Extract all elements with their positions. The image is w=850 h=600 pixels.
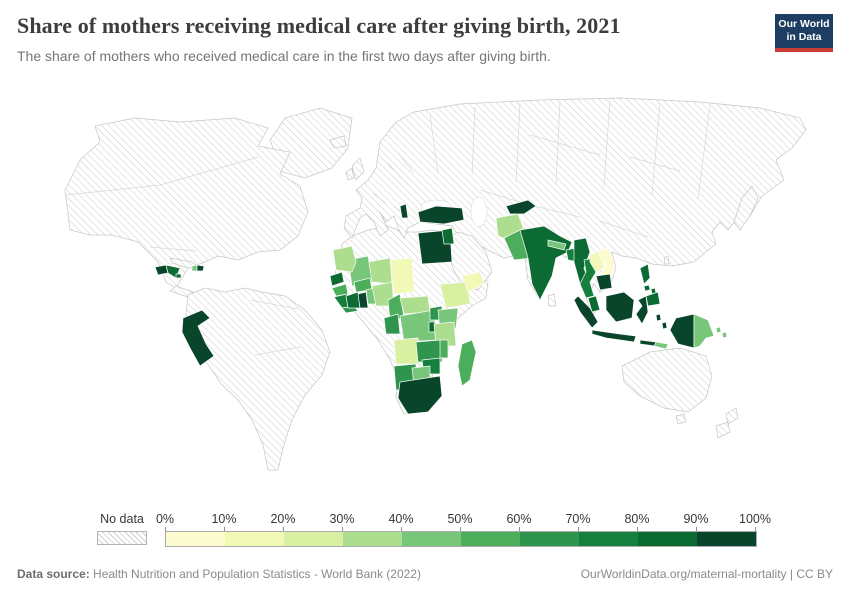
legend-tick-label: 0%: [155, 512, 175, 526]
country-philippines-mindanao[interactable]: Philippines: 80-90%: [645, 291, 661, 307]
legend-bin-swatch[interactable]: [579, 532, 638, 546]
map-legend: No data 0% 10% 20% 30% 40% 50% 60% 70% 80% 90% 100…: [0, 512, 850, 554]
country-ghana[interactable]: Ghana: 90-100%: [357, 291, 369, 309]
legend-no-data-swatch[interactable]: [97, 531, 147, 545]
legend-tick-label: 100%: [739, 512, 771, 526]
landmass-sri-lanka: [547, 293, 557, 307]
country-senegal[interactable]: Senegal: 80-90%: [329, 271, 345, 287]
chart-header: Share of mothers receiving medical care …: [17, 13, 755, 64]
country-jamaica[interactable]: Jamaica: 80-90%: [175, 273, 182, 279]
legend-tick-label: 40%: [388, 512, 414, 526]
credit-link[interactable]: OurWorldinData.org/maternal-mortality | …: [580, 567, 833, 581]
legend-bin-swatch[interactable]: [166, 532, 225, 546]
legend-bin-swatch[interactable]: [461, 532, 520, 546]
owid-logo-line1: Our World: [778, 18, 830, 30]
country-peru[interactable]: Peru: 90-100%: [181, 309, 215, 367]
country-haiti[interactable]: Haiti: 40-50%: [191, 264, 198, 272]
data-source-text: Health Nutrition and Population Statisti…: [89, 567, 421, 581]
country-timor[interactable]: Timor: 40-50%: [653, 341, 669, 350]
owid-logo[interactable]: Our World in Data: [775, 14, 833, 52]
legend-bin-swatch[interactable]: [402, 532, 461, 546]
country-borders: [65, 98, 711, 356]
data-source: Data source: Health Nutrition and Popula…: [17, 566, 421, 582]
country-malawi[interactable]: Malawi: 50-60%: [439, 339, 449, 359]
country-indonesia-sulawesi[interactable]: Indonesia: 90-100%: [635, 295, 649, 325]
country-philippines-luzon[interactable]: Philippines: 80-90%: [639, 263, 651, 285]
country-jordan[interactable]: Jordan: 80-90%: [441, 227, 455, 245]
country-albania[interactable]: Albania: 90-100%: [399, 203, 409, 219]
legend-tick-label: 90%: [683, 512, 709, 526]
country-yemen[interactable]: Yemen: 10-20%: [461, 271, 485, 293]
landmass-australia: [621, 347, 713, 425]
country-turkey[interactable]: Turkey: 90-100%: [417, 205, 465, 225]
legend-bin-swatch[interactable]: [343, 532, 402, 546]
legend-bin-swatch[interactable]: [638, 532, 697, 546]
legend-color-scale: 0% 10% 20% 30% 40% 50% 60% 70% 80% 90% 100%: [156, 512, 771, 552]
country-chad[interactable]: Chad: 10-20%: [389, 257, 415, 295]
legend-tick-label: 70%: [565, 512, 591, 526]
owid-logo-line2: in Data: [786, 30, 822, 43]
landmass-taiwan: [663, 255, 670, 265]
legend-tick-label: 80%: [624, 512, 650, 526]
landmass-new-zealand: [715, 407, 739, 439]
legend-tick-label: 30%: [329, 512, 355, 526]
country-south-africa[interactable]: South Africa: 90-100%: [397, 375, 443, 415]
country-indonesia-maluku[interactable]: Indonesia: 90-100%: [655, 313, 668, 330]
country-mauritania[interactable]: Mauritania: 30-40%: [332, 245, 357, 273]
choropleth-svg: Guatemala: 90-100% Honduras: 80-90% Jama…: [64, 97, 807, 471]
legend-color-bar: [165, 531, 757, 547]
legend-no-data: No data: [86, 512, 158, 545]
owid-logo-box: Our World in Data: [775, 14, 833, 48]
landmass-greenland: [269, 107, 353, 179]
world-map: Guatemala: 90-100% Honduras: 80-90% Jama…: [0, 95, 850, 505]
legend-no-data-label: No data: [100, 512, 144, 526]
caspian-sea: [470, 196, 488, 228]
country-angola[interactable]: Angola: 20-30%: [393, 337, 421, 365]
country-nepal[interactable]: Nepal: 40-50%: [547, 239, 567, 251]
legend-bin-swatch[interactable]: [520, 532, 579, 546]
country-indonesia-lesser-sunda[interactable]: Indonesia: 90-100%: [639, 339, 657, 347]
country-indonesia-west-papua[interactable]: Indonesia: 90-100%: [669, 313, 695, 349]
country-madagascar[interactable]: Madagascar: 50-60%: [457, 339, 477, 387]
legend-bin-swatch[interactable]: [697, 532, 756, 546]
landmass-british-isles: [329, 135, 365, 181]
legend-bin-swatch[interactable]: [284, 532, 343, 546]
country-philippines-visayas[interactable]: Philippines: 80-90%: [643, 284, 657, 295]
country-gabon[interactable]: Gabon: 60-70%: [383, 313, 401, 335]
data-source-label: Data source:: [17, 567, 90, 581]
owid-logo-accent-bar: [775, 47, 833, 52]
country-papua-new-guinea[interactable]: Papua New Guinea: 40-50%: [693, 313, 715, 349]
landmass-japan: [733, 185, 759, 231]
chart-footer: Data source: Health Nutrition and Popula…: [0, 566, 850, 582]
country-cambodia[interactable]: Cambodia: 90-100%: [595, 273, 613, 291]
country-indonesia-borneo[interactable]: Indonesia: 90-100%: [605, 291, 635, 323]
legend-bin-swatch[interactable]: [225, 532, 284, 546]
country-indonesia-sumatra[interactable]: Indonesia: 90-100%: [573, 295, 599, 329]
chart-subtitle: The share of mothers who received medica…: [17, 48, 551, 64]
country-indonesia-java[interactable]: Indonesia: 90-100%: [591, 329, 637, 343]
country-malaysia[interactable]: Malaysia: 80-90%: [587, 295, 601, 313]
country-solomon-islands[interactable]: Solomon Islands: 40-50%: [715, 326, 728, 339]
legend-tick-label: 10%: [211, 512, 237, 526]
country-guinea[interactable]: Guinea: 50-60%: [331, 283, 349, 297]
country-dominican-republic[interactable]: Dominican Republic: 90-100%: [196, 264, 205, 272]
landmass-south-america: [185, 287, 331, 471]
country-tajikistan[interactable]: Tajikistan: 90-100%: [505, 199, 537, 215]
country-ethiopia[interactable]: Ethiopia: 20-30%: [439, 281, 471, 309]
legend-tick-label: 20%: [270, 512, 296, 526]
page-title: Share of mothers receiving medical care …: [17, 13, 621, 38]
country-zambia[interactable]: Zambia: 60-70%: [415, 339, 443, 363]
legend-tick-label: 50%: [447, 512, 473, 526]
legend-tick-label: 60%: [506, 512, 532, 526]
